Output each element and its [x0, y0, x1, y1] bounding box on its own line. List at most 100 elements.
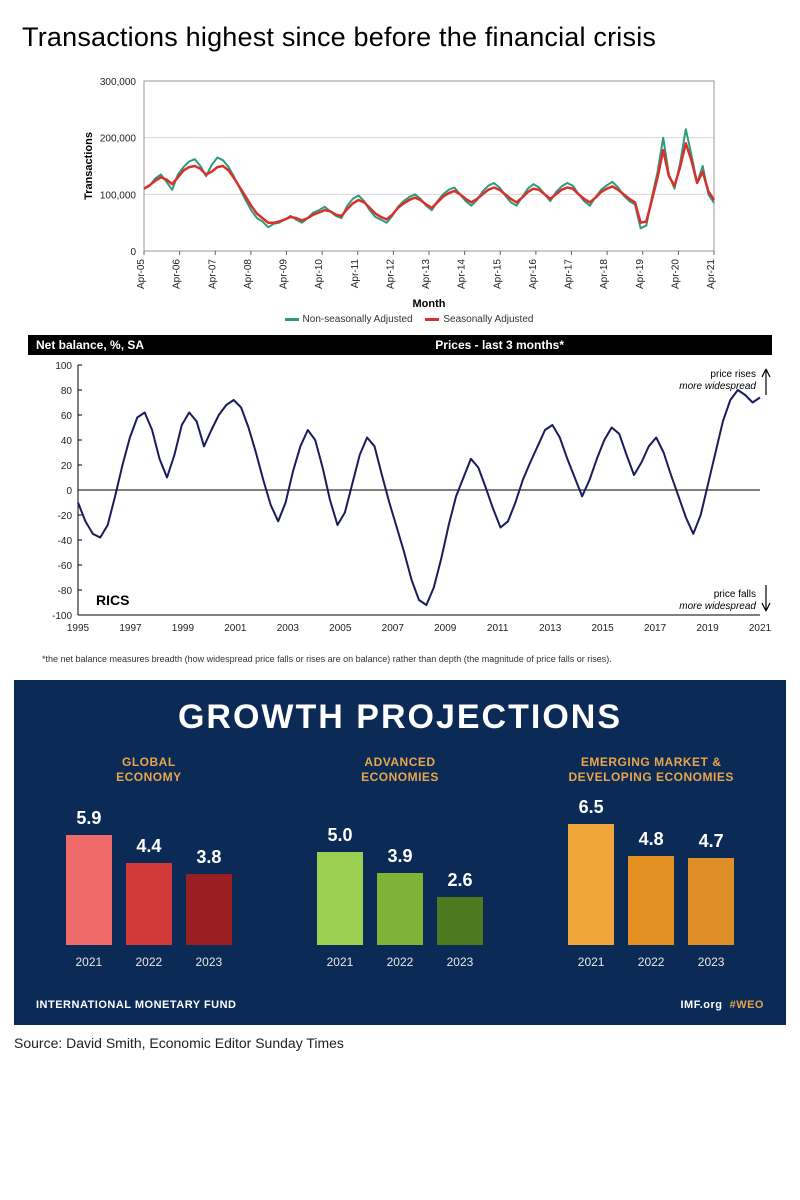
- svg-text:more widespread: more widespread: [679, 601, 756, 612]
- legend-item-sa: Seasonally Adjusted: [443, 314, 533, 325]
- imf-bar-year: 2023: [447, 955, 474, 969]
- svg-text:100,000: 100,000: [100, 190, 137, 201]
- imf-bar: 4.8 2022: [627, 829, 675, 969]
- imf-bar-rect: [628, 856, 674, 945]
- imf-bar-rect: [437, 897, 483, 945]
- svg-text:Month: Month: [413, 298, 446, 310]
- rics-header-right: Prices - last 3 months*: [435, 338, 564, 352]
- imf-bar-rect: [377, 873, 423, 945]
- imf-bar-value: 3.9: [387, 846, 412, 867]
- svg-text:20: 20: [61, 461, 73, 472]
- svg-text:60: 60: [61, 411, 73, 422]
- svg-text:price falls: price falls: [714, 589, 756, 600]
- rics-chart: Net balance, %, SA Prices - last 3 month…: [28, 335, 772, 664]
- imf-bar-year: 2022: [387, 955, 414, 969]
- svg-text:100: 100: [55, 361, 72, 372]
- imf-groups: GLOBALECONOMY5.920214.420223.82023ADVANC…: [36, 755, 764, 969]
- imf-group-title: GLOBALECONOMY: [36, 755, 262, 785]
- imf-hashtag: #WEO: [730, 999, 764, 1011]
- svg-text:2013: 2013: [539, 623, 562, 634]
- imf-bars: 6.52021 4.8 2022 4.7 2023: [538, 799, 764, 969]
- rics-chart-svg: 100806040200-20-40-60-80-100199519971999…: [28, 355, 780, 645]
- imf-bar: 6.52021: [567, 797, 615, 969]
- svg-text:Apr-09: Apr-09: [279, 259, 290, 289]
- svg-text:Apr-07: Apr-07: [207, 259, 218, 289]
- legend-item-nsa: Non-seasonally Adjusted: [303, 314, 413, 325]
- imf-group-title: EMERGING MARKET &DEVELOPING ECONOMIES: [538, 755, 764, 785]
- svg-text:2003: 2003: [277, 623, 300, 634]
- svg-text:-100: -100: [52, 611, 72, 622]
- svg-text:2007: 2007: [382, 623, 405, 634]
- imf-bar-year: 2021: [327, 955, 354, 969]
- imf-panel: GROWTH PROJECTIONS GLOBALECONOMY5.920214…: [14, 680, 786, 1025]
- svg-text:Apr-15: Apr-15: [492, 259, 503, 289]
- imf-footer-left: INTERNATIONAL MONETARY FUND: [36, 999, 237, 1011]
- imf-bar-year: 2022: [135, 955, 162, 969]
- imf-group: EMERGING MARKET &DEVELOPING ECONOMIES 6.5…: [538, 755, 764, 969]
- rics-footnote: *the net balance measures breadth (how w…: [42, 654, 772, 664]
- imf-bar-value: 2.6: [447, 870, 472, 891]
- svg-text:2005: 2005: [329, 623, 352, 634]
- svg-text:-60: -60: [58, 561, 73, 572]
- imf-footer: INTERNATIONAL MONETARY FUND IMF.org #WEO: [36, 999, 764, 1011]
- svg-text:Apr-06: Apr-06: [172, 259, 183, 289]
- svg-text:0: 0: [130, 247, 136, 258]
- imf-bars: 5.0 2021 3.9 2022 2.6 2023: [287, 799, 513, 969]
- svg-text:more widespread: more widespread: [679, 381, 756, 392]
- imf-bar-rect: [66, 835, 112, 945]
- imf-bar-value: 3.8: [196, 847, 221, 868]
- imf-bar-value: 5.9: [76, 808, 101, 829]
- svg-text:-40: -40: [58, 536, 73, 547]
- imf-bars: 5.920214.420223.82023: [36, 799, 262, 969]
- imf-bar-rect: [317, 852, 363, 945]
- svg-text:Apr-11: Apr-11: [350, 259, 361, 289]
- svg-text:Apr-19: Apr-19: [635, 259, 646, 289]
- svg-text:Apr-12: Apr-12: [385, 259, 396, 289]
- rics-header: Net balance, %, SA Prices - last 3 month…: [28, 335, 772, 355]
- imf-bar: 4.7 2023: [687, 831, 735, 969]
- svg-text:1997: 1997: [119, 623, 142, 634]
- svg-text:Apr-14: Apr-14: [457, 259, 468, 289]
- imf-bar-rect: [688, 858, 734, 945]
- imf-bar: 3.9 2022: [376, 846, 424, 969]
- svg-text:Apr-18: Apr-18: [599, 259, 610, 289]
- imf-bar-year: 2021: [578, 955, 605, 969]
- svg-text:2009: 2009: [434, 623, 457, 634]
- imf-bar-value: 5.0: [327, 825, 352, 846]
- imf-link: IMF.org: [680, 999, 722, 1011]
- svg-text:price rises: price rises: [710, 369, 756, 380]
- imf-bar-value: 4.4: [136, 836, 161, 857]
- imf-group: GLOBALECONOMY5.920214.420223.82023: [36, 755, 262, 969]
- imf-bar-value: 4.7: [699, 831, 724, 852]
- svg-text:RICS: RICS: [96, 592, 129, 608]
- svg-text:40: 40: [61, 436, 73, 447]
- imf-bar-year: 2023: [698, 955, 725, 969]
- svg-text:Apr-21: Apr-21: [706, 259, 717, 289]
- svg-text:80: 80: [61, 386, 73, 397]
- svg-text:Apr-05: Apr-05: [136, 259, 147, 289]
- transactions-chart-svg: 0 100,000 200,000 300,000 Apr-05 Apr-06 Apr-07…: [74, 71, 734, 311]
- imf-bar: 2.6 2023: [436, 870, 484, 969]
- page-title: Transactions highest since before the fi…: [22, 22, 786, 53]
- svg-text:2017: 2017: [644, 623, 667, 634]
- imf-footer-right: IMF.org #WEO: [680, 999, 764, 1011]
- imf-bar-value: 4.8: [639, 829, 664, 850]
- imf-group: ADVANCEDECONOMIES5.020213.920222.62023: [287, 755, 513, 969]
- svg-text:Transactions: Transactions: [83, 132, 95, 200]
- svg-text:Apr-13: Apr-13: [421, 259, 432, 289]
- imf-bar: 3.82023: [185, 847, 233, 969]
- svg-text:1999: 1999: [172, 623, 195, 634]
- svg-text:2019: 2019: [696, 623, 719, 634]
- rics-header-left: Net balance, %, SA: [36, 338, 144, 352]
- svg-text:2015: 2015: [591, 623, 614, 634]
- imf-bar: 4.4 2022: [125, 836, 173, 969]
- imf-bar: 5.0 2021: [316, 825, 364, 969]
- svg-text:300,000: 300,000: [100, 77, 137, 88]
- svg-text:0: 0: [66, 486, 72, 497]
- imf-bar-year: 2022: [638, 955, 665, 969]
- svg-text:2011: 2011: [487, 623, 509, 634]
- svg-text:2021: 2021: [749, 623, 772, 634]
- source-line: Source: David Smith, Economic Editor Sun…: [14, 1035, 786, 1051]
- svg-text:Apr-08: Apr-08: [243, 259, 254, 289]
- svg-text:200,000: 200,000: [100, 134, 137, 145]
